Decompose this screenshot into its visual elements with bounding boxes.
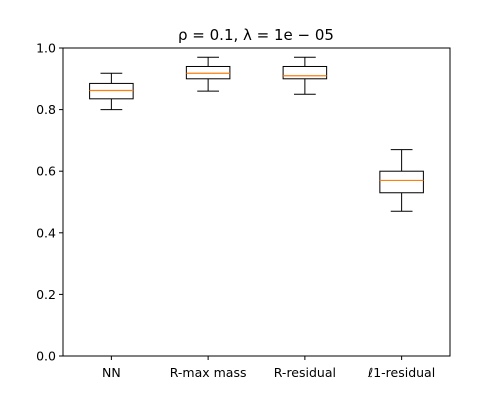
x-tick-label-1: R-max mass <box>170 365 247 380</box>
y-tick-label-2: 0.4 <box>36 225 56 240</box>
y-tick-label-0: 0.0 <box>36 349 56 364</box>
box-0 <box>89 72 134 111</box>
box-body-1 <box>185 65 231 80</box>
box-2 <box>282 56 328 95</box>
x-tick-label-2: R-residual <box>274 365 336 380</box>
y-axis: 0.0 0.2 0.4 0.6 0.8 1.0 <box>36 41 63 364</box>
y-tick-label-5: 1.0 <box>36 41 56 56</box>
boxes-group <box>89 56 424 212</box>
x-tick-label-3: ℓ1-residual <box>367 365 435 380</box>
plot-frame <box>62 47 451 357</box>
box-body-3 <box>379 170 424 194</box>
box-body-2 <box>282 65 328 80</box>
x-tick-label-0: NN <box>102 365 121 380</box>
y-tick-label-1: 0.2 <box>36 287 56 302</box>
y-tick-label-3: 0.6 <box>36 164 56 179</box>
box-3 <box>379 149 424 212</box>
x-axis: NN R-max mass R-residual ℓ1-residual <box>102 356 435 380</box>
y-tick-label-4: 0.8 <box>36 102 56 117</box>
box-body-0 <box>89 82 134 100</box>
chart-title: ρ = 0.1, λ = 1e − 05 <box>178 26 334 44</box>
box-1 <box>185 56 231 92</box>
